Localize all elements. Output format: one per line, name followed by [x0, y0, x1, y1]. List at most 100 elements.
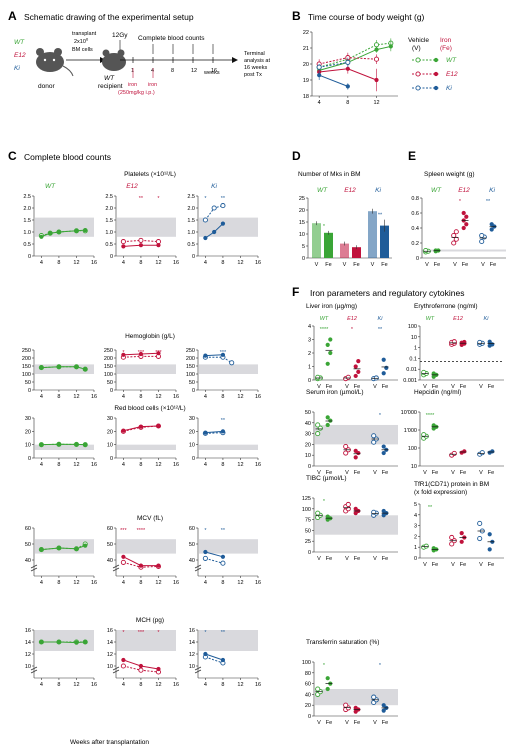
category-label: V — [423, 384, 427, 390]
axes — [32, 629, 95, 680]
x-tick-label: 4 — [204, 462, 207, 468]
x-tick-label: 16 — [255, 462, 261, 468]
bar-wt-Fe — [324, 232, 333, 258]
x-tick-label: 12 — [155, 394, 161, 400]
data-point-Fe — [121, 428, 126, 433]
x-tick-label: 16 — [91, 260, 97, 266]
y-tick-label: 1.5 — [105, 218, 113, 224]
y-tick-label: 40 — [107, 558, 113, 564]
data-point-Fe — [74, 228, 79, 233]
data-point-e12-V — [453, 229, 459, 235]
y-tick-label: 18 — [303, 94, 309, 100]
body-weight-line-wt-Fe — [319, 45, 391, 71]
x-tick-label: 12 — [237, 462, 243, 468]
body-weight-point — [316, 64, 322, 70]
data-point-Fe — [220, 554, 226, 559]
normal-range-band — [199, 539, 258, 554]
significance-label: *** — [138, 630, 145, 636]
c-row-title: MCV (fL) — [137, 515, 163, 522]
category-label: V — [345, 470, 349, 476]
data-point-wt-Fe — [328, 418, 333, 423]
y-tick-label: 0.6 — [411, 211, 419, 217]
c-row-title: Hemoglobin (g/L) — [125, 333, 175, 340]
c-row-title: Red blood cells (×10¹²/L) — [114, 405, 185, 412]
data-point-e12-V — [345, 501, 351, 508]
axes — [418, 411, 504, 467]
data-point-ki-Fe — [381, 703, 386, 708]
x-tick-label: 16 — [255, 682, 261, 688]
normal-range-band — [117, 630, 176, 651]
axes — [32, 417, 95, 460]
y-tick-label: 0.5 — [105, 242, 113, 248]
bar-category-label: V — [315, 262, 319, 268]
category-label: V — [451, 384, 455, 390]
series-line-Fe — [41, 641, 86, 644]
data-point-ki-Fe — [381, 357, 386, 362]
y-tick-label: 14 — [107, 640, 113, 646]
data-point-V — [220, 560, 226, 566]
panel-e-title: Spleen weight (g) — [424, 171, 475, 178]
data-point-ki-V — [479, 238, 485, 245]
data-point-e12-Fe — [459, 539, 464, 544]
category-label: Fe — [326, 470, 332, 476]
weeks-label: weeks — [203, 70, 220, 76]
axes — [420, 197, 506, 259]
data-point-ki-Fe — [489, 222, 494, 227]
significance-label: * — [157, 196, 160, 202]
significance-label: ** — [486, 199, 491, 205]
section-c-title: Complete blood counts — [24, 152, 111, 162]
y-tick-label: 10 — [411, 464, 417, 470]
y-tick-label: 19 — [303, 78, 309, 84]
x-tick-label: 4 — [40, 394, 43, 400]
normal-range-band — [35, 630, 94, 651]
y-tick-label: 1 — [414, 545, 417, 551]
category-label: Fe — [354, 470, 360, 476]
axes — [196, 629, 259, 680]
data-point-e12-Fe — [353, 705, 358, 711]
axes — [114, 417, 177, 460]
significance-label: * — [204, 196, 207, 202]
data-point-wt-V — [423, 543, 429, 549]
panel-c-charts: WT E12 Ki Platelets (×10¹²/L) 0 0.5 1.0 1.5 2.0 2… — [22, 171, 261, 688]
blood-counts-label: Complete blood counts — [138, 35, 205, 42]
data-point-V — [120, 559, 126, 565]
data-point-ki-Fe — [381, 371, 386, 376]
x-tick-label: 8 — [346, 100, 349, 106]
legend-vehicle: Vehicle — [408, 37, 429, 44]
data-point-Fe — [220, 429, 226, 434]
x-tick-label: 16 — [173, 580, 179, 586]
f-chart-title: Hepcidin (ng/ml) — [414, 389, 461, 396]
data-point-Fe — [138, 563, 144, 568]
data-point-Fe — [156, 423, 161, 429]
y-tick-label: 16 — [189, 628, 195, 634]
x-tick-label: 4 — [40, 682, 43, 688]
category-label: V — [373, 470, 377, 476]
y-tick-label: 2.5 — [23, 194, 31, 200]
data-point-wt-V — [423, 247, 429, 254]
data-point-Fe — [39, 234, 44, 239]
panel-b-letter: B — [292, 9, 301, 23]
x-tick-label: 16 — [173, 682, 179, 688]
y-tick-label: 5 — [414, 502, 417, 508]
data-point-ki-V — [477, 339, 483, 345]
x-tick-label: 8 — [221, 260, 224, 266]
significance-label: * — [351, 327, 354, 333]
normal-range-band — [315, 689, 398, 706]
data-point-wt-V — [315, 422, 321, 428]
x-tick-label: 8 — [139, 260, 142, 266]
data-point-ki-V — [479, 450, 485, 456]
y-tick-label: 22 — [303, 30, 309, 36]
transplant-label: transplant — [72, 31, 97, 37]
x-tick-label: 16 — [173, 462, 179, 468]
timeline-ticks: 1 4 8 12 16 — [131, 44, 217, 74]
category-label: Fe — [382, 720, 388, 726]
y-tick-label: 20 — [303, 62, 309, 68]
y-tick-label: 0 — [192, 388, 195, 394]
iron-dose: (250mg/kg i.p.) — [118, 90, 155, 96]
data-point-Fe — [220, 657, 226, 663]
f-chart-1: Erythroferrone (ng/ml) WT E12 Ki 0.001 0.01 0.… — [403, 303, 504, 390]
